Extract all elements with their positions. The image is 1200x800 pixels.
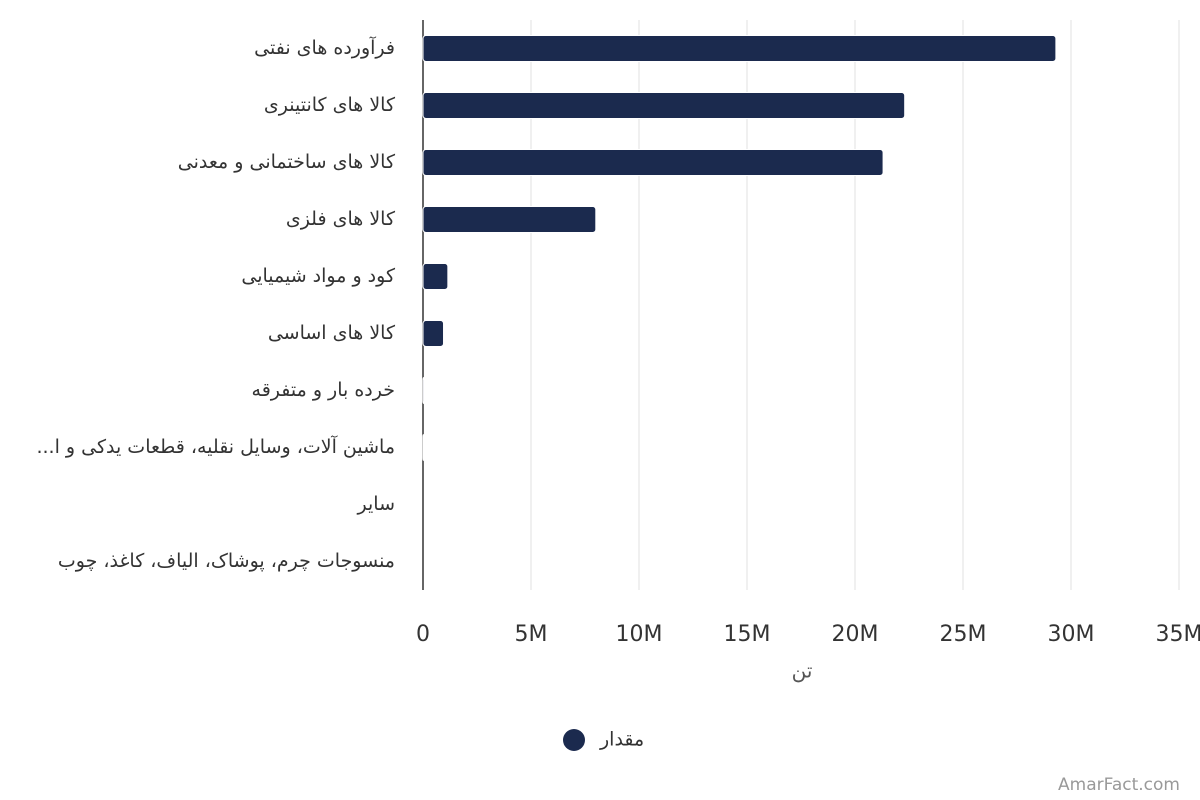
y-tick-label: کالا های کانتینری xyxy=(264,94,396,116)
legend-marker xyxy=(563,729,585,751)
legend-label: مقدار xyxy=(599,729,644,751)
bar xyxy=(422,35,1057,62)
bar xyxy=(422,320,445,347)
y-tick-label: خرده بار و متفرقه xyxy=(252,379,395,401)
x-tick-label: 5M xyxy=(515,622,548,647)
x-tick-label: 20M xyxy=(832,622,879,647)
y-tick-label: فرآورده های نفتی xyxy=(254,35,395,59)
bar xyxy=(422,206,597,233)
x-tick-label: 30M xyxy=(1048,622,1095,647)
y-tick-label: ماشین آلات، وسایل نقلیه، قطعات یدکی و ا.… xyxy=(36,434,395,458)
y-tick-label: کالا های فلزی xyxy=(286,208,396,230)
x-tick-label: 0 xyxy=(416,622,430,647)
bar xyxy=(422,149,884,176)
y-tick-label: منسوجات چرم، پوشاک، الیاف، کاغذ، چوب xyxy=(58,550,395,572)
bar xyxy=(422,434,425,461)
watermark: AmarFact.com xyxy=(1058,775,1180,795)
x-tick-label: 10M xyxy=(616,622,663,647)
bar xyxy=(422,263,449,290)
x-axis-title: تن xyxy=(792,659,813,683)
bar xyxy=(422,92,906,119)
y-tick-label: کود و مواد شیمیایی xyxy=(241,265,396,287)
y-tick-label: کالا های اساسی xyxy=(268,322,396,344)
bar xyxy=(422,377,425,404)
y-tick-label: سایر xyxy=(357,493,395,515)
x-tick-label: 35M xyxy=(1156,622,1200,647)
x-tick-label: 25M xyxy=(940,622,987,647)
x-tick-label: 15M xyxy=(724,622,771,647)
y-tick-label: کالا های ساختمانی و معدنی xyxy=(178,151,396,173)
